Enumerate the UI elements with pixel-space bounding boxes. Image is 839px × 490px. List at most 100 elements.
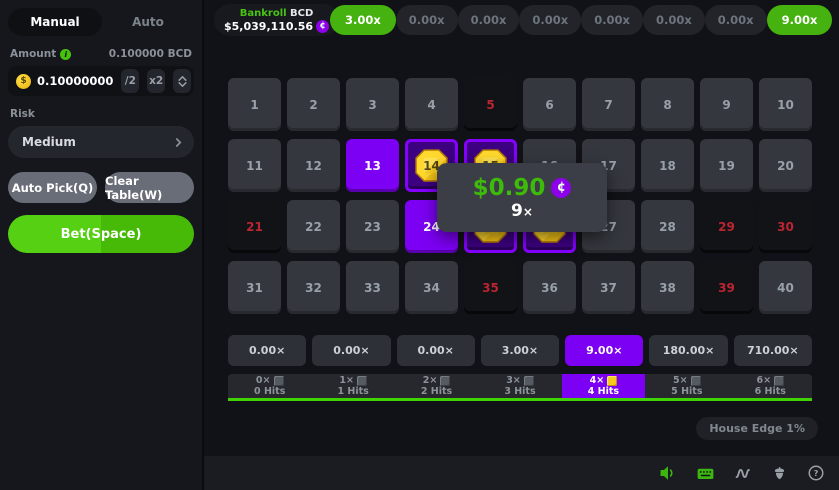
tile-3[interactable]: 3 <box>346 78 399 131</box>
bankroll-chip[interactable]: Bankroll BCD $5,039,110.56 ¢ <box>214 4 340 36</box>
tile-35[interactable]: 35 <box>464 261 517 314</box>
house-edge-badge: House Edge 1% <box>696 417 818 440</box>
tile-number: 1 <box>250 97 259 112</box>
tab-manual[interactable]: Manual <box>8 8 102 36</box>
tile-number: 13 <box>364 158 381 173</box>
mini-gem-icon <box>273 375 284 386</box>
half-bet-button[interactable]: /2 <box>121 69 140 93</box>
clear-table-button[interactable]: Clear Table(W) <box>105 172 194 203</box>
tile-number: 12 <box>305 158 322 173</box>
bankroll-label: Bankroll <box>239 7 287 19</box>
tile-number: 20 <box>777 158 794 173</box>
tile-21[interactable]: 21 <box>228 200 281 253</box>
bankroll-currency: BCD <box>290 7 314 19</box>
tile-number: 10 <box>777 97 794 112</box>
tile-33[interactable]: 33 <box>346 261 399 314</box>
help-icon[interactable]: ? <box>806 463 826 483</box>
tile-39[interactable]: 39 <box>700 261 753 314</box>
live-stats-icon[interactable] <box>732 463 752 483</box>
info-icon[interactable]: i <box>60 48 72 60</box>
tile-number: 36 <box>541 280 558 295</box>
payout-chip-4-hits: 9.00× <box>565 335 644 366</box>
tab-auto[interactable]: Auto <box>132 15 164 29</box>
tile-10[interactable]: 10 <box>759 78 812 131</box>
risk-label: Risk <box>10 108 35 120</box>
tile-11[interactable]: 11 <box>228 139 281 192</box>
amount-row: Amount i 0.100000 BCD <box>10 48 192 60</box>
hits-multiplier: 5× <box>673 375 688 386</box>
win-coin-icon: ¢ <box>551 177 572 198</box>
amount-label: Amount <box>10 48 57 60</box>
tile-7[interactable]: 7 <box>582 78 635 131</box>
tile-number: 14 <box>423 158 440 173</box>
mini-gem-icon <box>690 375 701 386</box>
tile-19[interactable]: 19 <box>700 139 753 192</box>
keyboard-icon[interactable] <box>695 463 715 483</box>
hits-multiplier: 1× <box>339 375 354 386</box>
tile-number: 5 <box>486 97 495 112</box>
tile-number: 29 <box>718 219 735 234</box>
hits-count-label: 4 Hits <box>587 386 620 397</box>
auto-pick-button[interactable]: Auto Pick(Q) <box>8 172 97 203</box>
history-chip: 0.00x <box>519 5 582 35</box>
tile-31[interactable]: 31 <box>228 261 281 314</box>
tile-1[interactable]: 1 <box>228 78 281 131</box>
hits-segment-4: 4× 4 Hits <box>561 374 646 398</box>
amount-value[interactable]: 0.10000000 <box>37 74 114 88</box>
double-bet-button[interactable]: x2 <box>147 69 166 93</box>
risk-dropdown[interactable]: Medium <box>8 126 194 158</box>
tile-36[interactable]: 36 <box>523 261 576 314</box>
hits-count-label: 3 Hits <box>504 386 536 397</box>
tile-number: 7 <box>604 97 613 112</box>
tile-9[interactable]: 9 <box>700 78 753 131</box>
tile-2[interactable]: 2 <box>287 78 340 131</box>
tile-23[interactable]: 23 <box>346 200 399 253</box>
tile-6[interactable]: 6 <box>523 78 576 131</box>
win-times-symbol: × <box>522 204 533 219</box>
tile-number: 35 <box>482 280 499 295</box>
hits-count-label: 1 Hits <box>337 386 369 397</box>
stepper-down-button[interactable] <box>177 81 187 87</box>
payout-row: 0.00× 0.00× 0.00× 3.00× 9.00× 180.00× 710.00× <box>228 335 812 366</box>
tile-37[interactable]: 37 <box>582 261 635 314</box>
tile-34[interactable]: 34 <box>405 261 458 314</box>
table-actions-row: Auto Pick(Q) Clear Table(W) <box>8 172 194 203</box>
tile-28[interactable]: 28 <box>641 200 694 253</box>
seed-icon[interactable] <box>769 463 789 483</box>
bcd-coin-icon: ¢ <box>316 19 330 33</box>
tile-40[interactable]: 40 <box>759 261 812 314</box>
tile-20[interactable]: 20 <box>759 139 812 192</box>
history-chip: 9.00x <box>766 5 833 35</box>
tile-13[interactable]: 13 <box>346 139 399 192</box>
hits-segment-3: 3× 3 Hits <box>478 374 561 398</box>
hits-multiplier: 2× <box>422 375 438 386</box>
amount-converted-value: 0.100000 BCD <box>108 48 192 60</box>
sound-icon[interactable] <box>658 463 678 483</box>
game-footer: ? <box>204 456 839 490</box>
hits-segment-6: 6× 6 Hits <box>729 374 812 398</box>
payout-chip-1-hits: 0.00× <box>312 335 391 366</box>
tile-number: 22 <box>305 219 322 234</box>
tile-4[interactable]: 4 <box>405 78 458 131</box>
tile-number: 18 <box>659 158 676 173</box>
tile-18[interactable]: 18 <box>641 139 694 192</box>
tile-12[interactable]: 12 <box>287 139 340 192</box>
tile-5[interactable]: 5 <box>464 78 517 131</box>
tile-29[interactable]: 29 <box>700 200 753 253</box>
bet-controls-sidebar: Manual Auto Amount i 0.100000 BCD $ 0.10… <box>0 0 204 490</box>
tile-8[interactable]: 8 <box>641 78 694 131</box>
payout-chip-5-hits: 180.00× <box>649 335 728 366</box>
tile-number: 40 <box>777 280 794 295</box>
tile-number: 23 <box>364 219 381 234</box>
stepper-up-button[interactable] <box>177 75 187 81</box>
hits-multiplier: 0× <box>255 375 271 386</box>
tile-38[interactable]: 38 <box>641 261 694 314</box>
payout-chip-3-hits: 3.00× <box>480 335 560 366</box>
tile-30[interactable]: 30 <box>759 200 812 253</box>
tile-32[interactable]: 32 <box>287 261 340 314</box>
hits-segment-5: 5× 5 Hits <box>645 374 728 398</box>
mini-gem-icon <box>356 375 367 386</box>
bet-button[interactable]: Bet(Space) <box>8 215 194 253</box>
amount-input[interactable]: $ 0.10000000 /2 x2 <box>8 66 194 96</box>
tile-22[interactable]: 22 <box>287 200 340 253</box>
